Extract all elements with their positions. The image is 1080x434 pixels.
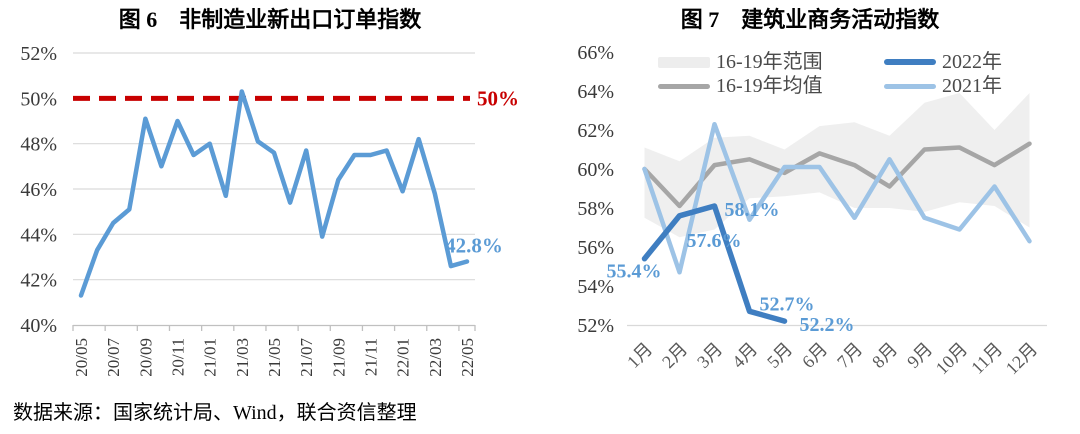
data-label-2022-5月: 52.2% [800, 314, 855, 336]
x-axis-label: 9月 [903, 339, 936, 372]
reference-line-label: 50% [477, 86, 519, 110]
x-axis-label: 21/05 [265, 338, 284, 377]
y-axis-label: 52% [577, 315, 614, 337]
data-label-2022-2月: 57.6% [687, 230, 742, 252]
x-axis-label: 20/11 [169, 338, 188, 376]
legend-item-2021: 2021年 [884, 76, 1002, 96]
x-axis-label: 11月 [967, 339, 1006, 378]
y-axis-label: 62% [577, 120, 614, 142]
chart-title-fig7: 图 7 建筑业商务活动指数 [680, 7, 940, 32]
line-2021-swatch [884, 83, 936, 89]
source-note: 数据来源：国家统计局、Wind，联合资信整理 [13, 402, 417, 424]
legend-label: 2021年 [942, 75, 1002, 97]
x-axis-label: 12月 [1002, 339, 1042, 379]
y-axis-label: 40% [20, 315, 57, 337]
y-axis-label: 60% [577, 159, 614, 181]
chart-title-fig6: 图 6 非制造业新出口订单指数 [118, 7, 422, 32]
legend-label: 2022年 [942, 51, 1002, 73]
x-axis-label: 21/09 [329, 338, 348, 377]
legend-label: 16-19年范围 [716, 51, 823, 73]
y-axis-label: 54% [577, 276, 614, 298]
x-axis-label: 21/01 [201, 338, 220, 377]
legend-item-2022: 2022年 [884, 52, 1002, 72]
y-axis-label: 48% [20, 134, 57, 156]
y-axis-label: 64% [577, 81, 614, 103]
series-line-2021年 [642, 121, 1032, 275]
line-mean-swatch [658, 83, 710, 89]
range-band-swatch [658, 56, 710, 68]
y-axis-label: 58% [577, 198, 614, 220]
x-axis-label: 20/07 [104, 338, 123, 377]
y-axis-label: 66% [577, 42, 614, 64]
x-axis-label: 21/11 [361, 338, 380, 376]
x-axis-label: 22/03 [426, 338, 445, 377]
x-axis-label: 21/03 [233, 338, 252, 377]
y-axis-label: 46% [20, 179, 57, 201]
x-axis-label: 2月 [658, 339, 691, 372]
chart-fig6-plot: 52% 50% 48% 46% 44% 42% 40% 20/05 20/07 20/09 20/1… [20, 43, 519, 377]
x-axis-label: 22/01 [394, 338, 413, 377]
legend-item-mean: 16-19年均值 [658, 76, 823, 96]
x-axis-label: 1月 [623, 339, 656, 372]
legend-label: 16-19年均值 [716, 75, 823, 97]
data-label-last-value: 42.8% [445, 234, 503, 258]
legend-item-range: 16-19年范围 [658, 52, 823, 72]
x-axis-label: 7月 [833, 339, 866, 372]
data-label-2022-4月: 52.7% [760, 293, 815, 315]
y-axis-label: 42% [20, 270, 57, 292]
chart-fig7-legend: 16-19年范围 2022年 16-19年均值 2021年 [540, 0, 1080, 110]
chart-fig7-plot: 66% 64% 62% 60% 58% 56% 54% 52% 1月 2月 3月 4月 5月 6月 7月 8月… [577, 42, 1047, 379]
line-2022-swatch [884, 59, 936, 65]
x-axis-label: 5月 [763, 339, 796, 372]
y-axis-label: 56% [577, 237, 614, 259]
y-axis-label: 44% [20, 224, 57, 246]
x-axis-label: 10月 [932, 339, 972, 379]
x-axis-label: 8月 [868, 339, 901, 372]
series-line-new-export-orders [78, 89, 470, 298]
x-axis-label: 21/07 [297, 338, 316, 377]
x-axis-label: 20/09 [136, 338, 155, 377]
x-axis-label: 6月 [798, 339, 831, 372]
x-axis-label: 3月 [693, 339, 726, 372]
series-line-2022年 [641, 203, 788, 324]
x-axis-label: 22/05 [458, 338, 477, 377]
y-axis-label: 52% [20, 43, 57, 65]
x-axis-label: 4月 [728, 339, 761, 372]
data-label-2022-1月: 55.4% [607, 261, 662, 283]
data-label-2022-3月: 58.1% [725, 199, 780, 221]
y-axis-label: 50% [20, 88, 57, 110]
x-axis-label: 20/05 [72, 338, 91, 377]
series-line-16-19年均值 [642, 141, 1032, 209]
